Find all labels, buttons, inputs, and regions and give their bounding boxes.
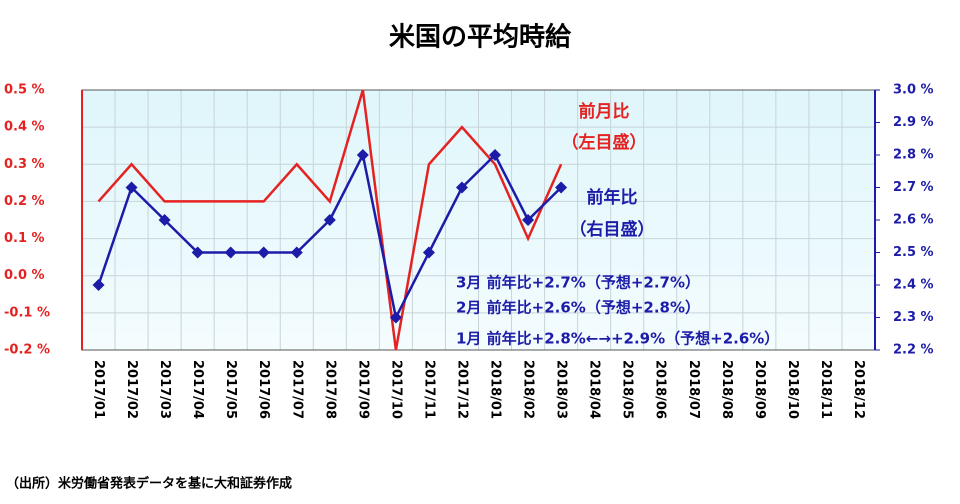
y-tick-label: 0.4 % — [4, 120, 45, 135]
point-marker — [555, 181, 568, 194]
x-tick-label: 2018/07 — [686, 360, 701, 419]
y2-tick-label: 2.3 % — [893, 310, 934, 325]
x-tick-label: 2017/08 — [322, 360, 337, 419]
x-tick-label: 2018/03 — [554, 360, 569, 419]
y2-tick-label: 2.6 % — [893, 213, 934, 228]
series-label: 前年比 — [587, 187, 638, 208]
y-tick-label: 0.2 % — [4, 194, 45, 209]
chart-title: 米国の平均時給 — [389, 22, 572, 53]
point-marker — [489, 149, 502, 161]
y2-tick-label: 2.9 % — [893, 115, 934, 130]
x-tick-label: 2018/12 — [851, 360, 866, 419]
x-tick-label: 2018/01 — [488, 360, 503, 419]
annotation: （左目盛） — [562, 132, 647, 153]
y2-tick-label: 2.5 % — [893, 245, 934, 260]
x-tick-label: 2018/05 — [620, 360, 635, 419]
x-tick-label: 2018/11 — [818, 360, 833, 419]
x-tick-label: 2017/01 — [91, 360, 106, 419]
point-marker — [455, 181, 468, 194]
point-marker — [389, 311, 402, 324]
y-tick-label: 0.5 % — [4, 83, 45, 98]
annotation: （右目盛） — [570, 219, 655, 240]
y2-tick-label: 2.7 % — [893, 180, 934, 195]
y-tick-label: 0.0 % — [4, 268, 45, 283]
point-marker — [92, 279, 105, 291]
x-tick-label: 2017/02 — [124, 360, 139, 419]
y2-tick-label: 2.8 % — [893, 148, 934, 163]
y-tick-label: 0.3 % — [4, 157, 45, 172]
x-tick-label: 2018/02 — [521, 360, 536, 419]
point-marker — [191, 246, 204, 259]
annotation: 1月 前年比+2.8%←→+2.9%（予想+2.6%） — [456, 330, 779, 348]
x-tick-label: 2017/04 — [190, 360, 205, 419]
x-tick-label: 2017/06 — [256, 360, 271, 419]
point-marker — [290, 246, 303, 259]
point-marker — [125, 181, 138, 194]
x-tick-label: 2018/04 — [587, 360, 602, 419]
y-tick-label: -0.1 % — [4, 305, 50, 320]
source-note: （出所）米労働省発表データを基に大和証券作成 — [6, 476, 292, 492]
x-tick-label: 2017/10 — [388, 360, 403, 419]
x-tick-label: 2017/11 — [421, 360, 436, 419]
series-label: 前月比 — [579, 101, 630, 122]
annotation: 2月 前年比+2.6%（予想+2.8%） — [456, 299, 700, 317]
x-tick-label: 2018/08 — [719, 360, 734, 419]
series-line — [97, 89, 563, 351]
point-marker — [224, 246, 237, 259]
y-tick-label: 0.1 % — [4, 231, 45, 246]
point-marker — [422, 246, 435, 259]
x-tick-label: 2017/03 — [157, 360, 172, 419]
y2-tick-label: 2.4 % — [893, 278, 934, 293]
y2-tick-label: 3.0 % — [893, 83, 934, 98]
x-tick-label: 2018/10 — [785, 360, 800, 419]
annotation: 3月 前年比+2.7%（予想+2.7%） — [456, 274, 700, 292]
x-tick-label: 2017/07 — [289, 360, 304, 419]
point-marker — [158, 214, 171, 226]
x-tick-label: 2018/09 — [752, 360, 767, 419]
x-tick-label: 2017/05 — [223, 360, 238, 419]
x-tick-label: 2017/12 — [454, 360, 469, 419]
y2-tick-label: 2.2 % — [893, 343, 934, 358]
x-tick-label: 2018/06 — [653, 360, 668, 419]
point-marker — [356, 149, 369, 161]
x-tick-label: 2017/09 — [355, 360, 370, 419]
point-marker — [323, 214, 336, 226]
y-tick-label: -0.2 % — [4, 343, 50, 358]
point-marker — [257, 246, 270, 259]
point-marker — [522, 214, 535, 226]
